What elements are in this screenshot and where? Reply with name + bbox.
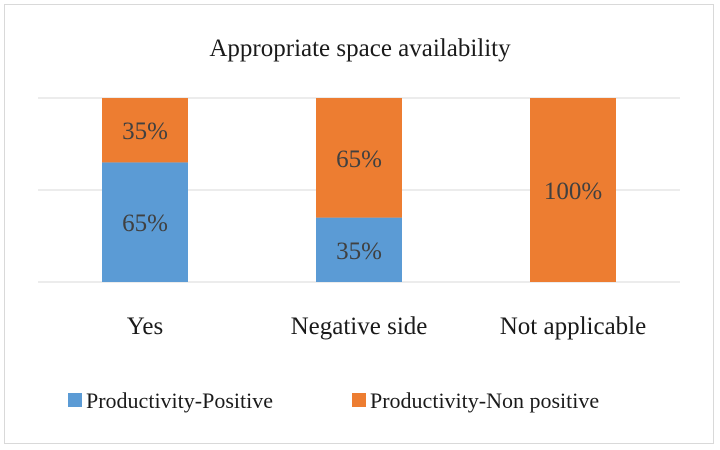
bar-not-applicable-series-1 [530,98,616,282]
category-label: Not applicable [500,313,646,340]
data-label: 35% [122,118,168,145]
category-label: Negative side [291,313,428,340]
bar-yes-series-1 [102,98,188,163]
legend: Productivity-Positive Productivity-Non po… [68,388,599,413]
category-labels: Yes Negative side Not applicable [127,313,646,340]
legend-swatch [68,393,82,407]
bars [102,98,616,282]
chart-title: Appropriate space availability [209,35,511,62]
category-label: Yes [127,313,163,340]
data-label: 65% [336,146,382,173]
bar-negative-side-series-1 [316,98,402,218]
bar-negative-side-series-0 [316,217,402,282]
legend-label: Productivity-Non positive [370,388,599,413]
data-label: 100% [544,178,602,205]
data-label: 65% [122,210,168,237]
bar-yes-series-0 [102,162,188,282]
bar-labels: 65% 35% 35% 65% 100% [122,118,602,265]
legend-swatch [352,393,366,407]
legend-label: Productivity-Positive [86,388,273,413]
data-label: 35% [336,238,382,265]
